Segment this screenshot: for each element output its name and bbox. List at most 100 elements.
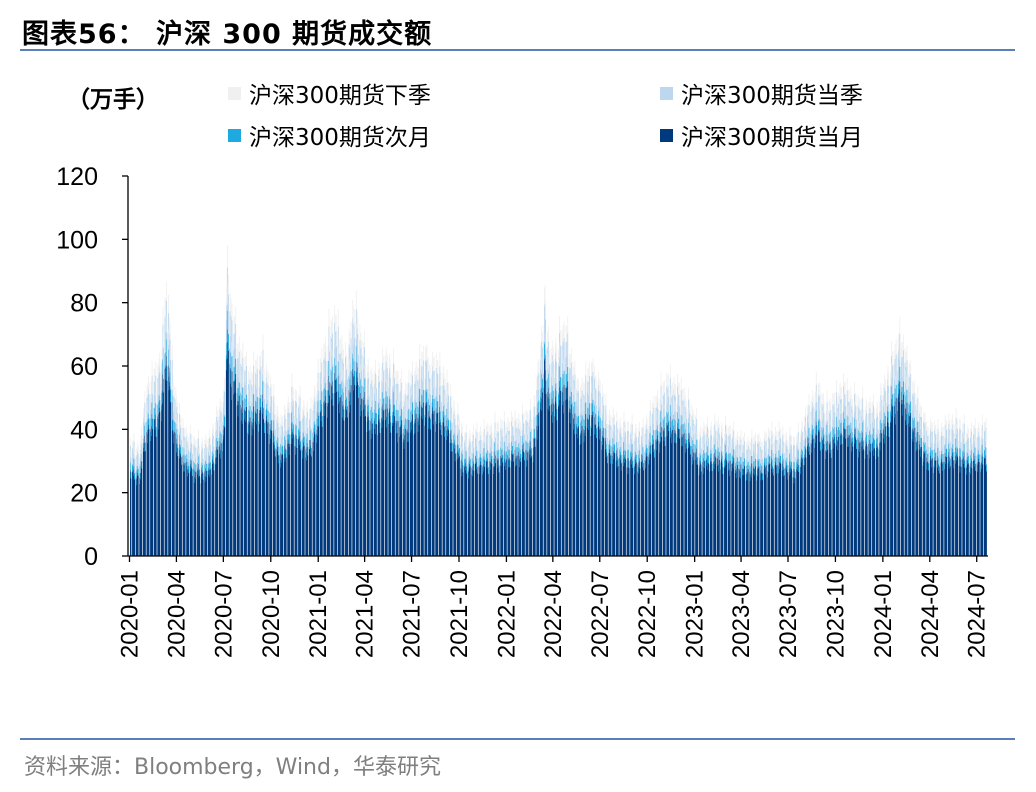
bar-segment bbox=[498, 450, 500, 459]
bar-segment bbox=[906, 414, 907, 425]
bar-segment bbox=[453, 442, 455, 556]
bar-segment bbox=[837, 441, 839, 451]
bar-segment bbox=[857, 428, 859, 438]
bar-segment bbox=[339, 413, 341, 556]
bar-segment bbox=[801, 457, 803, 556]
bar-segment bbox=[853, 381, 855, 395]
bar-segment bbox=[454, 426, 456, 436]
bar-segment bbox=[572, 382, 574, 395]
bar-segment bbox=[198, 477, 200, 556]
bar-segment bbox=[826, 451, 828, 556]
bar-segment bbox=[667, 422, 669, 556]
bar-segment bbox=[324, 400, 326, 556]
bar-segment bbox=[958, 458, 960, 466]
bar-segment bbox=[306, 425, 308, 435]
bar-segment bbox=[906, 389, 908, 403]
bar-segment bbox=[173, 431, 175, 556]
bar-segment bbox=[986, 464, 987, 472]
bar-segment bbox=[630, 460, 632, 556]
bar-segment bbox=[913, 430, 915, 556]
bar-segment bbox=[801, 422, 803, 432]
bar-segment bbox=[548, 356, 550, 371]
bar-segment bbox=[711, 439, 713, 448]
bar-segment bbox=[487, 431, 489, 451]
bar-segment bbox=[422, 407, 424, 419]
bar-segment bbox=[379, 407, 380, 420]
bar-segment bbox=[776, 466, 778, 474]
bar-segment bbox=[847, 401, 849, 425]
bar-segment bbox=[930, 455, 932, 556]
bar-segment bbox=[284, 404, 286, 416]
bar-segment bbox=[638, 431, 640, 451]
bar-segment bbox=[263, 381, 264, 408]
bar-segment bbox=[696, 431, 698, 440]
bar-segment bbox=[965, 441, 967, 459]
bar-segment bbox=[172, 429, 174, 556]
bar-segment bbox=[285, 421, 287, 431]
bar-segment bbox=[522, 442, 524, 451]
bar-segment bbox=[556, 420, 558, 556]
bar-segment bbox=[617, 456, 619, 556]
bar-segment bbox=[720, 462, 722, 470]
bar-segment bbox=[260, 394, 262, 408]
bar-segment bbox=[541, 357, 543, 372]
bar-segment bbox=[260, 407, 262, 556]
bar-segment bbox=[140, 451, 142, 459]
bar-segment bbox=[529, 440, 531, 450]
bar-segment bbox=[292, 389, 294, 402]
bar-segment bbox=[734, 450, 736, 467]
bar-segment bbox=[287, 439, 289, 556]
bar-segment bbox=[861, 446, 863, 556]
bar-segment bbox=[752, 466, 754, 474]
bar-segment bbox=[821, 426, 823, 437]
bar-segment bbox=[981, 436, 983, 445]
bar-segment bbox=[219, 431, 221, 441]
bar-segment bbox=[576, 415, 578, 427]
bar-segment bbox=[620, 451, 622, 460]
bar-segment bbox=[586, 417, 588, 428]
bar-segment bbox=[762, 458, 764, 474]
bar-segment bbox=[747, 469, 749, 556]
bar-segment bbox=[238, 351, 240, 383]
bar-segment bbox=[301, 448, 303, 556]
bar-segment bbox=[359, 340, 361, 373]
bar-segment bbox=[531, 428, 533, 449]
bar-segment bbox=[529, 426, 531, 447]
bar-segment bbox=[248, 409, 249, 421]
bar-segment bbox=[212, 423, 214, 433]
bar-segment bbox=[493, 474, 494, 556]
bar-segment bbox=[791, 437, 792, 446]
bar-segment bbox=[471, 474, 473, 556]
bar-segment bbox=[661, 436, 663, 556]
bar-segment bbox=[779, 461, 781, 469]
bar-segment bbox=[505, 437, 507, 447]
bar-segment bbox=[661, 404, 663, 428]
bar-segment bbox=[643, 438, 644, 447]
bar-segment bbox=[832, 419, 834, 440]
bar-segment bbox=[462, 453, 463, 462]
bar-segment bbox=[168, 376, 170, 391]
bar-segment bbox=[477, 450, 478, 467]
bar-segment bbox=[300, 421, 302, 442]
bar-segment bbox=[539, 389, 541, 403]
bar-segment bbox=[829, 402, 831, 414]
bar-segment bbox=[977, 454, 979, 462]
bar-segment bbox=[428, 393, 430, 419]
bar-segment bbox=[702, 467, 704, 474]
bar-segment bbox=[782, 476, 784, 556]
bar-segment bbox=[873, 394, 874, 406]
bar-segment bbox=[183, 448, 185, 465]
bar-segment bbox=[356, 311, 358, 329]
bar-segment bbox=[796, 442, 798, 460]
bar-segment bbox=[453, 402, 455, 414]
bar-segment bbox=[383, 356, 385, 371]
bar-segment bbox=[223, 415, 225, 426]
bar-segment bbox=[863, 419, 865, 441]
bar-segment bbox=[493, 451, 494, 468]
bar-segment bbox=[783, 453, 785, 469]
bar-segment bbox=[336, 391, 338, 556]
bar-segment bbox=[319, 412, 321, 556]
bar-segment bbox=[436, 375, 438, 388]
bar-segment bbox=[663, 440, 665, 556]
bar-segment bbox=[285, 449, 287, 458]
